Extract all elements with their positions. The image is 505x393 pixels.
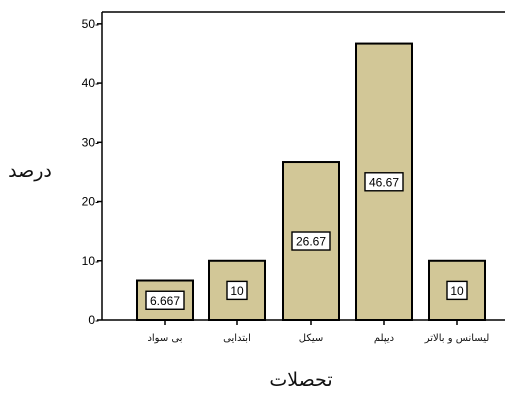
y-tick-label-10: 10-: [82, 254, 99, 268]
y-tick-label-50: 50-: [82, 17, 99, 31]
y-tick-label-0: 0-: [88, 313, 99, 327]
y-axis-title: درصد: [8, 160, 52, 182]
data-label-3: 26.67: [296, 235, 326, 249]
category-label-3: سیکل: [299, 333, 324, 344]
data-label-1: 6.667: [150, 294, 180, 308]
data-label-box-3: [291, 231, 331, 251]
data-label-4: 46.67: [369, 175, 399, 189]
y-tick-label-20: 20-: [82, 195, 99, 209]
category-label-1: بی سواد: [147, 333, 182, 344]
data-label-box-5: [446, 280, 468, 301]
category-label-4: دیپلم: [374, 333, 394, 344]
x-axis-title: تحصلات: [269, 369, 332, 391]
data-label-box-4: [364, 172, 404, 192]
data-label-box-2: [226, 280, 248, 301]
y-tick-label-30: 30-: [82, 135, 99, 149]
data-label-2: 10: [230, 284, 244, 298]
category-label-5: لیسانس و بالاتر: [424, 333, 490, 344]
data-label-5: 10: [450, 284, 464, 298]
category-label-2: ابتدایی: [223, 333, 251, 344]
y-tick-label-40: 40-: [82, 76, 99, 90]
data-label-box-1: [145, 290, 185, 310]
